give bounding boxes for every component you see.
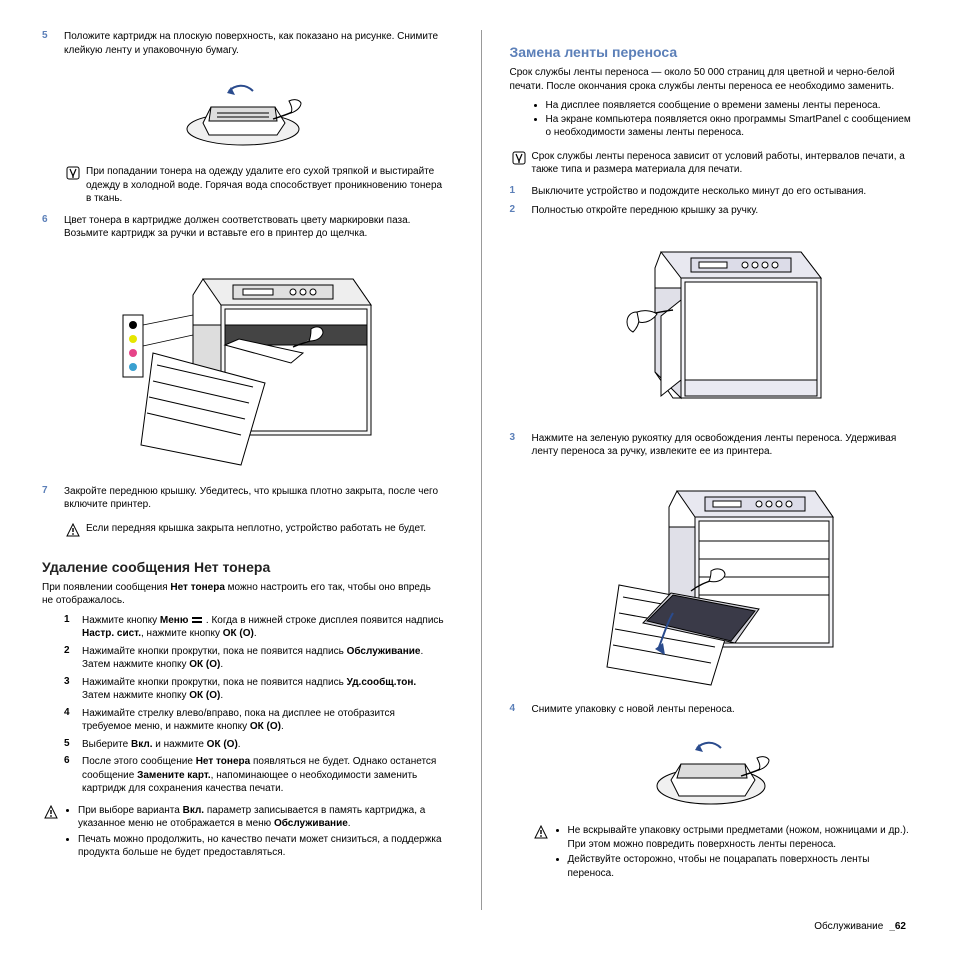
bullet-item: На дисплее появляется сообщение о времен… — [546, 99, 913, 113]
illustration-unpack-belt — [510, 730, 913, 810]
menu-icon — [191, 615, 203, 625]
step-7: 7 Закройте переднюю крышку. Убедитесь, ч… — [42, 485, 445, 512]
step-2: 2 Полностью откройте переднюю крышку за … — [510, 204, 913, 218]
step-number: 4 — [510, 703, 532, 717]
footer-label: Обслуживание — [814, 921, 883, 932]
step-6: 6 Цвет тонера в картридже должен соответ… — [42, 214, 445, 241]
warning-item: При выборе варианта Вкл. параметр записы… — [78, 804, 445, 831]
substep-2: 2 Нажимайте кнопки прокрутки, пока не по… — [42, 645, 445, 672]
illustration-open-cover — [510, 232, 913, 422]
intro-paragraph: Срок службы ленты переноса — около 50 00… — [510, 66, 913, 93]
warning-item: Печать можно продолжить, но качество печ… — [78, 833, 445, 860]
warning-item: Не вскрывайте упаковку острыми предметам… — [568, 824, 913, 851]
step-number: 1 — [510, 185, 532, 199]
footer-page: _62 — [889, 921, 906, 932]
step-3: 3 Нажмите на зеленую рукоятку для освобо… — [510, 432, 913, 459]
note-icon — [64, 165, 82, 206]
step-number: 7 — [42, 485, 64, 512]
substep-6: 6 После этого сообщение Нет тонера появл… — [42, 755, 445, 796]
section-title-no-toner: Удаление сообщения Нет тонера — [42, 559, 445, 575]
note-text: При попадании тонера на одежду удалите е… — [82, 165, 445, 206]
right-column: Замена ленты переноса Срок службы ленты … — [510, 30, 913, 910]
substep-3: 3 Нажимайте кнопки прокрутки, пока не по… — [42, 676, 445, 703]
left-column: 5 Положите картридж на плоскую поверхнос… — [42, 30, 453, 910]
step-text: Положите картридж на плоскую поверхность… — [64, 30, 445, 57]
step-number: 3 — [510, 432, 532, 459]
two-column-layout: 5 Положите картридж на плоскую поверхнос… — [42, 30, 912, 910]
step-text: Цвет тонера в картридже должен соответст… — [64, 214, 445, 241]
section-title-transfer-belt: Замена ленты переноса — [510, 44, 913, 60]
intro-paragraph: При появлении сообщения Нет тонера можно… — [42, 581, 445, 608]
warning-icon — [532, 824, 550, 882]
substep-1: 1 Нажмите кнопку Меню . Когда в нижней с… — [42, 614, 445, 641]
warning-icon — [64, 522, 82, 537]
step-4: 4 Снимите упаковку с новой ленты перенос… — [510, 703, 913, 717]
illustration-cartridge-flat — [42, 71, 445, 151]
step-number: 6 — [42, 214, 64, 241]
note-icon — [510, 150, 528, 177]
warning-cover: Если передняя крышка закрыта неплотно, у… — [42, 522, 445, 537]
warning-sharp-objects: Не вскрывайте упаковку острыми предметам… — [510, 824, 913, 882]
step-text: Закройте переднюю крышку. Убедитесь, что… — [64, 485, 445, 512]
step-5: 5 Положите картридж на плоскую поверхнос… — [42, 30, 445, 57]
step-text: Выключите устройство и подождите несколь… — [532, 185, 913, 199]
step-text: Нажмите на зеленую рукоятку для освобожд… — [532, 432, 913, 459]
step-number: 2 — [510, 204, 532, 218]
column-divider — [481, 30, 482, 910]
step-number: 5 — [42, 30, 64, 57]
substep-5: 5 Выберите Вкл. и нажмите ОК (О). — [42, 738, 445, 752]
substep-4: 4 Нажимайте стрелку влево/вправо, пока н… — [42, 707, 445, 734]
warning-vkl: При выборе варианта Вкл. параметр записы… — [42, 804, 445, 862]
bullet-item: На экране компьютера появляется окно про… — [546, 113, 913, 140]
step-1: 1 Выключите устройство и подождите неско… — [510, 185, 913, 199]
warning-icon — [42, 804, 60, 862]
step-text: Полностью откройте переднюю крышку за ру… — [532, 204, 913, 218]
note-text: Срок службы ленты переноса зависит от ус… — [528, 150, 913, 177]
step-text: Снимите упаковку с новой ленты переноса. — [532, 703, 913, 717]
warning-text: Если передняя крышка закрыта неплотно, у… — [82, 522, 445, 537]
note-toner-clothes: При попадании тонера на одежду удалите е… — [42, 165, 445, 206]
warning-item: Действуйте осторожно, чтобы не поцарапат… — [568, 853, 913, 880]
bullet-list: На дисплее появляется сообщение о времен… — [510, 99, 913, 140]
note-belt-life: Срок службы ленты переноса зависит от ус… — [510, 150, 913, 177]
page-footer: Обслуживание _62 — [814, 921, 906, 932]
illustration-insert-cartridge — [42, 255, 445, 475]
illustration-remove-belt — [510, 473, 913, 693]
